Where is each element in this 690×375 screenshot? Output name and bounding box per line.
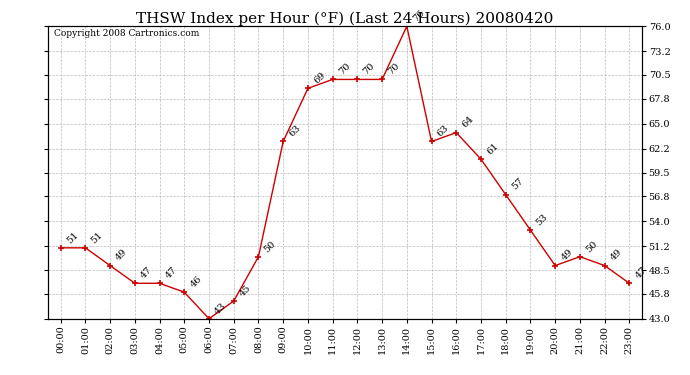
- Text: 63: 63: [435, 124, 451, 139]
- Text: 57: 57: [510, 177, 525, 192]
- Text: 76: 76: [411, 8, 426, 24]
- Text: 50: 50: [584, 239, 599, 254]
- Text: 46: 46: [188, 274, 204, 290]
- Text: 43: 43: [213, 301, 228, 316]
- Text: 49: 49: [609, 248, 624, 263]
- Text: 47: 47: [633, 266, 649, 280]
- Text: 51: 51: [65, 230, 80, 245]
- Text: 53: 53: [535, 212, 550, 227]
- Text: 50: 50: [263, 239, 277, 254]
- Text: 63: 63: [287, 124, 302, 139]
- Text: 49: 49: [560, 248, 575, 263]
- Text: 51: 51: [90, 230, 105, 245]
- Text: 64: 64: [460, 115, 475, 130]
- Text: 70: 70: [362, 62, 377, 76]
- Text: 47: 47: [139, 266, 154, 280]
- Text: 45: 45: [238, 283, 253, 298]
- Text: 61: 61: [485, 141, 500, 156]
- Text: 70: 70: [386, 62, 402, 76]
- Text: 49: 49: [115, 248, 130, 263]
- Text: 70: 70: [337, 62, 352, 76]
- Text: Copyright 2008 Cartronics.com: Copyright 2008 Cartronics.com: [55, 29, 199, 38]
- Text: THSW Index per Hour (°F) (Last 24 Hours) 20080420: THSW Index per Hour (°F) (Last 24 Hours)…: [137, 11, 553, 26]
- Text: 69: 69: [312, 70, 327, 86]
- Text: 47: 47: [164, 266, 179, 280]
